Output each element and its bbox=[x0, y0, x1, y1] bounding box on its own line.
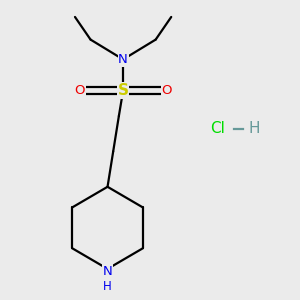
Text: H: H bbox=[103, 280, 112, 293]
Text: Cl: Cl bbox=[211, 121, 225, 136]
Text: H: H bbox=[249, 121, 260, 136]
Text: S: S bbox=[118, 83, 129, 98]
Text: N: N bbox=[103, 265, 112, 278]
Text: O: O bbox=[161, 84, 172, 97]
Text: N: N bbox=[118, 53, 128, 66]
Text: O: O bbox=[74, 84, 85, 97]
